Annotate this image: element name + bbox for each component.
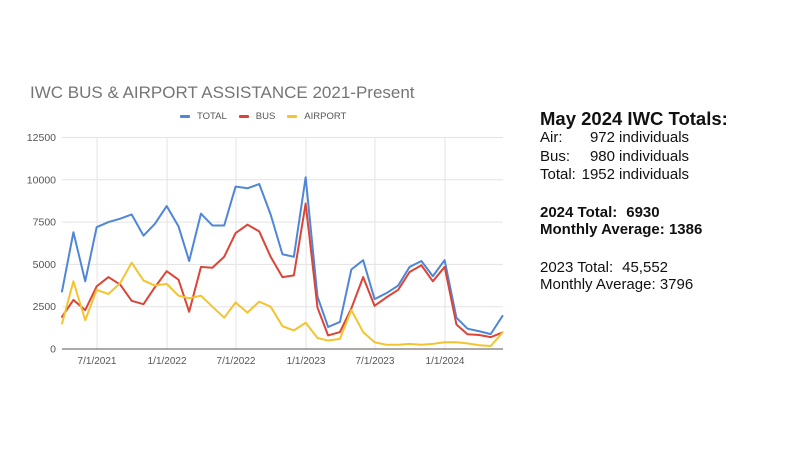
x-tick-label: 7/1/2022 — [217, 356, 256, 367]
x-tick-label: 1/1/2022 — [148, 356, 187, 367]
y-tick-label: 5000 — [33, 259, 57, 271]
legend-item-airport[interactable]: AIRPORT — [287, 112, 346, 122]
row-unit: individuals — [619, 147, 690, 165]
year-2023-total-label: 2023 Total: — [540, 258, 614, 276]
row-unit: individuals — [619, 129, 690, 146]
year-2023-average: Monthly Average: 3796 — [540, 277, 693, 292]
legend-item-total[interactable]: TOTAL — [180, 112, 227, 122]
gridlines — [62, 137, 503, 349]
ytd-2024-average: Monthly Average: 1386 — [540, 222, 702, 237]
series-lines — [61, 176, 504, 347]
y-tick-label: 2500 — [33, 301, 57, 313]
row-unit: individuals — [619, 166, 690, 183]
chart-legend: TOTAL BUS AIRPORT — [180, 112, 358, 122]
ytd-2024-average-value: 1386 — [668, 221, 703, 239]
axes: 0 2500 5000 7500 10000 12500 7/1/2021 1/1/2022 7… — [27, 132, 503, 367]
legend-swatch-bus — [238, 115, 249, 119]
row-value: 972 — [589, 129, 615, 146]
y-tick-label: 12500 — [27, 132, 56, 144]
summary-row-air: Air: 972 individuals — [540, 130, 689, 145]
legend-label-total: TOTAL — [197, 111, 227, 122]
y-tick-label: 7500 — [33, 217, 57, 229]
year-2023-total-value: 45,552 — [622, 258, 669, 276]
row-label: Bus: — [540, 147, 571, 165]
year-2023-average-value: 3796 — [659, 276, 694, 293]
row-value: 980 — [589, 147, 615, 165]
row-label: Total: — [540, 166, 576, 183]
x-tick-label: 7/1/2021 — [78, 356, 117, 367]
summary-panel: May 2024 IWC Totals: Air: 972 individuals … — [540, 0, 790, 450]
y-tick-label: 10000 — [27, 174, 56, 186]
year-2023-total: 2023 Total: 45,552 — [540, 260, 668, 275]
series-line-bus — [61, 202, 504, 339]
legend-item-bus[interactable]: BUS — [238, 111, 276, 122]
series-line-total — [61, 176, 504, 336]
legend-swatch-total — [180, 115, 190, 119]
x-tick-label: 1/1/2023 — [287, 356, 326, 367]
legend-label-bus: BUS — [255, 111, 276, 122]
row-label: Air: — [540, 129, 563, 146]
ytd-2024-total-label: 2024 Total: — [540, 203, 618, 221]
summary-heading: May 2024 IWC Totals: — [540, 107, 728, 129]
legend-swatch-airport — [287, 115, 298, 119]
series-line-airport — [61, 261, 504, 347]
summary-row-total: Total: 1952 individuals — [540, 167, 689, 182]
chart-title: IWC BUS & AIRPORT ASSISTANCE 2021-Presen… — [30, 82, 415, 102]
x-tick-label: 7/1/2023 — [355, 356, 394, 367]
summary-row-bus: Bus: 980 individuals — [540, 149, 689, 164]
ytd-2024-total: 2024 Total: 6930 — [540, 205, 660, 220]
ytd-2024-total-value: 6930 — [626, 203, 660, 221]
y-tick-label: 0 — [50, 344, 56, 356]
x-tick-label: 1/1/2024 — [426, 356, 465, 367]
row-value: 1952 — [581, 166, 615, 183]
year-2023-average-label: Monthly Average: — [540, 276, 656, 293]
ytd-2024-average-label: Monthly Average: — [540, 221, 665, 239]
legend-label-airport: AIRPORT — [304, 111, 347, 122]
